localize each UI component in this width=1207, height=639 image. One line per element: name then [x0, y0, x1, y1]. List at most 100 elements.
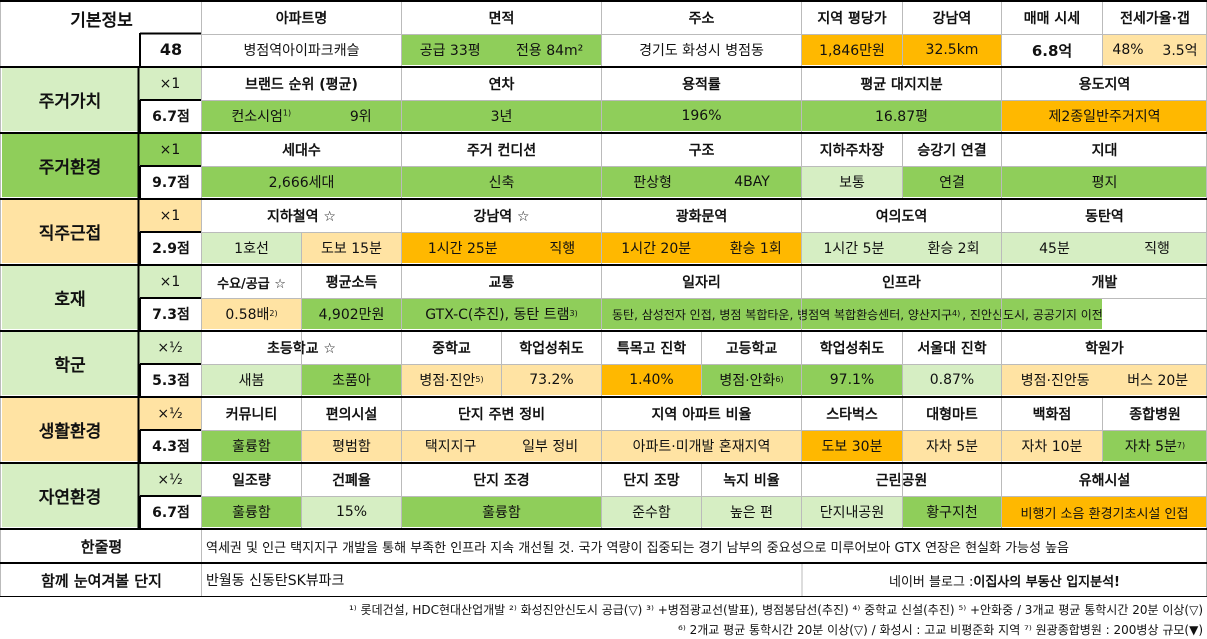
footnote-line-1: ¹⁾ 롯데건설, HDC현대산업개발 ²⁾ 화성진안신도시 공급(▽) ³⁾ +… — [348, 603, 1203, 617]
s5-h-snu: 서울대 진학 — [917, 341, 987, 357]
s5-academy-time: 버스 20분 — [1127, 373, 1189, 389]
s5-h-academy: 학원가 — [1085, 341, 1124, 357]
s6-h-amenities: 편의시설 — [325, 407, 378, 423]
s5-elementary-type: 초품아 — [302, 365, 401, 395]
header-gangnam-distance: 강남역 — [932, 11, 972, 27]
section-label-living-env: 생활환경 — [2, 398, 138, 461]
s3-subway-walk: 도보 15분 — [302, 233, 401, 263]
s4-income-value: 4,902만원 — [302, 299, 401, 329]
s7-h-green-ratio: 녹지 비율 — [723, 473, 780, 489]
basic-info-number: 48 — [159, 40, 183, 59]
s5-snu-value: 0.87% — [903, 365, 1001, 395]
s3-dongtan-transfer: 직행 — [1144, 241, 1170, 257]
area-exclusive: 전용 84m² — [516, 43, 584, 59]
s3-gangnam-time: 1시간 25분 — [427, 241, 498, 257]
section-label-development: 호재 — [2, 266, 138, 329]
section-label-nature-env: 자연환경 — [2, 464, 138, 527]
s3-yeouido-transfer: 환승 2회 — [927, 241, 980, 257]
s6-h-surroundings: 단지 주변 정비 — [457, 407, 546, 423]
s4-multiplier: ×1 — [139, 266, 201, 297]
s5-h-special-hs: 특목고 진학 — [616, 341, 687, 357]
s6-h-community: 커뮤니티 — [225, 407, 278, 423]
s5-elementary-name: 새봄 — [202, 365, 301, 395]
s6-h-apt-ratio: 지역 아파트 비율 — [651, 407, 752, 423]
s7-park-stream: 황구지천 — [903, 497, 1001, 527]
s3-h-subway: 지하철역 ☆ — [267, 209, 336, 225]
s3-h-dongtan: 동탄역 — [1085, 209, 1124, 225]
s3-h-gangnam: 강남역 ☆ — [473, 209, 530, 225]
jeonse-value: 48% 3.5억 — [1103, 35, 1207, 65]
s4-transport-value: GTX-C(추진), 동탄 트램 3) — [402, 299, 601, 329]
s6-h-mart: 대형마트 — [926, 407, 978, 423]
s1-multiplier: ×1 — [139, 68, 201, 99]
s7-h-hazard: 유해시설 — [1078, 473, 1131, 489]
header-apt-name: 아파트명 — [275, 11, 328, 27]
summary-text: 역세권 및 인근 택지지구 개발을 통해 부족한 인프라 지속 개선될 것. 국… — [206, 541, 1070, 556]
s3-gangnam-transfer: 직행 — [549, 241, 576, 257]
s1-score: 6.7점 — [152, 109, 190, 125]
s2-h-terrain: 지대 — [1091, 143, 1118, 159]
s5-score: 5.3점 — [152, 373, 190, 389]
blog-prefix: 네이버 블로그 : — [889, 574, 974, 590]
s3-gwanghwamun-value: 1시간 20분 환승 1회 — [602, 233, 801, 263]
s4-jobs-infra-value: 동탄, 삼성전자 인접, 병점 복합타운, 병점역 복합환승센터, 양산지구 4)… — [602, 299, 1102, 329]
s2-h-condition: 주거 컨디션 — [466, 143, 537, 159]
s3-gwanghwamun-time: 1시간 20분 — [621, 241, 692, 257]
s5-special-hs-value: 1.40% — [602, 365, 701, 395]
header-area: 면적 — [488, 11, 515, 27]
s5-multiplier: ×½ — [139, 332, 201, 363]
jeonse-rate: 48% — [1112, 42, 1144, 58]
s5-h-mid-achievement: 학업성취도 — [519, 341, 584, 357]
s3-subway-line: 1호선 — [202, 233, 301, 263]
s6-department-value: 자차 10분 — [1002, 431, 1102, 461]
section-label-residential-value: 주거가치 — [2, 68, 138, 131]
s4-h-transport: 교통 — [488, 275, 515, 291]
s1-h-zoning: 용도지역 — [1078, 77, 1131, 93]
section-label-residential-env: 주거환경 — [2, 134, 138, 197]
s3-dongtan-time: 45분 — [1039, 241, 1070, 257]
s1-age-value: 3년 — [402, 101, 601, 131]
address-value: 경기도 화성시 병점동 — [639, 43, 764, 59]
s2-score: 9.7점 — [152, 175, 190, 191]
s7-coverage-value: 15% — [302, 497, 401, 527]
sale-price-value: 6.8억 — [1031, 41, 1073, 60]
s3-multiplier: ×1 — [139, 200, 201, 231]
area-value: 공급 33평 전용 84m² — [402, 35, 601, 65]
header-jeonse: 전세가율·갭 — [1120, 11, 1190, 27]
s2-structure-value: 판상형 4BAY — [602, 167, 801, 197]
s4-dev-overlay — [1102, 299, 1207, 329]
s1-brand-consortium: 컨소시엄1) — [231, 108, 292, 125]
s5-h-high-achievement: 학업성취도 — [819, 341, 885, 357]
s7-h-coverage: 건폐율 — [332, 473, 371, 489]
s2-structure-bay: 4BAY — [734, 174, 770, 190]
s6-surroundings-state: 일부 정비 — [522, 439, 579, 455]
gangnam-distance-value: 32.5km — [903, 35, 1001, 65]
jeonse-gap: 3.5억 — [1162, 43, 1198, 59]
s7-sunlight-value: 훌륭함 — [202, 497, 301, 527]
s6-h-starbucks: 스타벅스 — [826, 407, 878, 423]
area-supply: 공급 33평 — [419, 43, 481, 59]
s5-mid-achievement-value: 73.2% — [502, 365, 601, 395]
s6-h-hospital: 종합병원 — [1129, 407, 1181, 423]
s1-brand-rank: 9위 — [349, 109, 372, 125]
s2-structure-type: 판상형 — [633, 175, 672, 191]
s6-surroundings-value: 택지지구 일부 정비 — [402, 431, 601, 461]
s7-green-ratio-value: 높은 편 — [702, 497, 801, 527]
s7-h-view: 단지 조망 — [623, 473, 680, 489]
s4-supply-value: 0.58배 2) — [202, 299, 301, 329]
s6-mart-value: 자차 5분 — [903, 431, 1001, 461]
s1-zoning-value: 제2종일반주거지역 — [1002, 101, 1207, 131]
s4-h-income: 평균소득 — [325, 275, 378, 291]
s7-park-internal: 단지내공원 — [802, 497, 902, 527]
s2-elevator-value: 연결 — [903, 167, 1001, 197]
s4-score: 7.3점 — [152, 307, 190, 323]
s2-h-structure: 구조 — [688, 143, 715, 159]
s5-academy-location: 병점·진안동 — [1020, 373, 1090, 389]
s2-condition-value: 신축 — [402, 167, 601, 197]
s3-h-gwanghwamun: 광화문역 — [675, 209, 728, 225]
s7-hazard-value: 비행기 소음 환경기초시설 인접 — [1002, 497, 1207, 527]
s2-multiplier: ×1 — [139, 134, 201, 165]
s5-academy-value: 병점·진안동 버스 20분 — [1002, 365, 1207, 395]
s1-land-share-value: 16.87평 — [802, 101, 1001, 131]
s6-surroundings-type: 택지지구 — [424, 439, 477, 455]
